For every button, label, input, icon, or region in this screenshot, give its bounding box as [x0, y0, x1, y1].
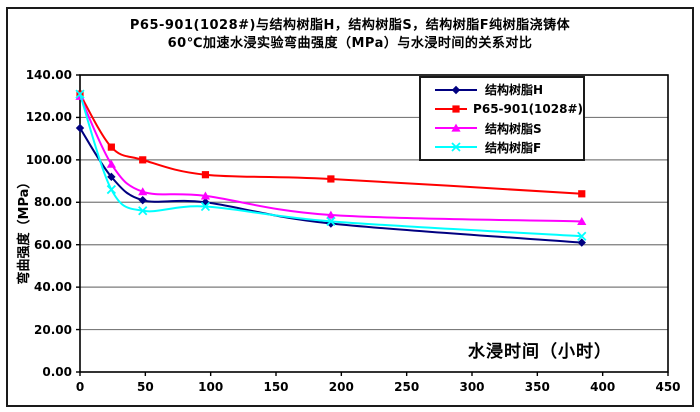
- chart-title-line-1: P65-901(1028#)与结构树脂H，结构树脂S，结构树脂F纯树脂浇铸体: [129, 18, 571, 33]
- y-tick-label: 80.00: [34, 195, 72, 210]
- series-marker-3-x-icon: [75, 89, 85, 99]
- y-tick-label: 60.00: [34, 237, 72, 252]
- series-marker-2-triangle-icon: [200, 191, 211, 200]
- x-tick-label: 200: [328, 380, 354, 394]
- legend-item: 结构树脂F: [433, 138, 583, 156]
- series-marker-1-square-icon: [578, 190, 586, 198]
- series-marker-2-triangle-icon: [326, 210, 336, 219]
- legend-triangle-marker-icon: [451, 123, 461, 132]
- series-marker-1-square-icon: [139, 156, 147, 164]
- y-tick-label: 120.00: [25, 110, 72, 125]
- series-marker-1-square-icon: [107, 143, 115, 151]
- legend-square-marker-icon: [452, 105, 460, 113]
- y-tick-label: 0.00: [42, 365, 72, 379]
- series-marker-3-x-icon: [138, 206, 148, 216]
- y-tick-label: 140.00: [25, 68, 72, 82]
- series-marker-0-diamond-icon: [75, 123, 85, 133]
- legend-line-sample: [435, 142, 477, 153]
- legend-item: P65-901(1028#): [433, 100, 583, 118]
- chart-title-line-2: 60℃加速水浸实验弯曲强度（MPa）与水浸时间的关系对比: [167, 36, 533, 51]
- legend-item: 结构树脂S: [433, 119, 583, 137]
- x-tick-label: 50: [136, 380, 154, 394]
- series-marker-0-diamond-icon: [107, 172, 116, 182]
- legend-line-sample: [435, 85, 477, 94]
- legend-line-sample: [435, 123, 477, 132]
- x-tick-label: 450: [655, 380, 681, 394]
- legend-x-marker-icon: [451, 142, 461, 153]
- series-marker-2-triangle-icon: [106, 159, 116, 168]
- legend-item-label: P65-901(1028#): [473, 101, 583, 116]
- series-marker-0-diamond-icon: [138, 195, 147, 205]
- legend-item-label: 结构树脂F: [485, 140, 542, 155]
- x-tick-label: 150: [263, 380, 289, 394]
- y-tick-label: 20.00: [34, 322, 72, 337]
- x-tick-label: 100: [198, 380, 224, 394]
- series-marker-0-diamond-icon: [577, 238, 586, 247]
- series-marker-1-square-icon: [201, 171, 210, 179]
- x-tick-label: 350: [524, 380, 550, 394]
- legend-line-sample: [435, 105, 468, 113]
- legend-item-label: 结构树脂H: [485, 83, 544, 98]
- series-marker-3-x-icon: [326, 216, 336, 227]
- legend: 结构树脂H P65-901(1028#) 结构树脂S 结构树脂F: [419, 76, 585, 161]
- series-marker-3-x-icon: [577, 231, 587, 241]
- y-tick-label: 40.00: [34, 280, 72, 295]
- series-marker-3-x-icon: [106, 184, 116, 195]
- y-tick-label: 100.00: [25, 152, 72, 167]
- x-axis-title: 水浸时间（小时）: [468, 342, 612, 362]
- x-tick-label: 400: [590, 380, 616, 394]
- x-tick-label: 250: [394, 380, 420, 394]
- legend-item: 结构树脂H: [433, 81, 583, 99]
- series-marker-2-triangle-icon: [577, 216, 587, 225]
- legend-diamond-marker-icon: [451, 85, 461, 94]
- series-marker-3-x-icon: [200, 201, 211, 212]
- x-tick-label: 300: [459, 380, 485, 394]
- series-marker-2-triangle-icon: [138, 187, 148, 196]
- legend-item-label: 结构树脂S: [485, 121, 542, 136]
- x-tick-label: 0: [75, 380, 85, 394]
- series-marker-1-square-icon: [327, 175, 335, 183]
- plot-border: [79, 74, 669, 373]
